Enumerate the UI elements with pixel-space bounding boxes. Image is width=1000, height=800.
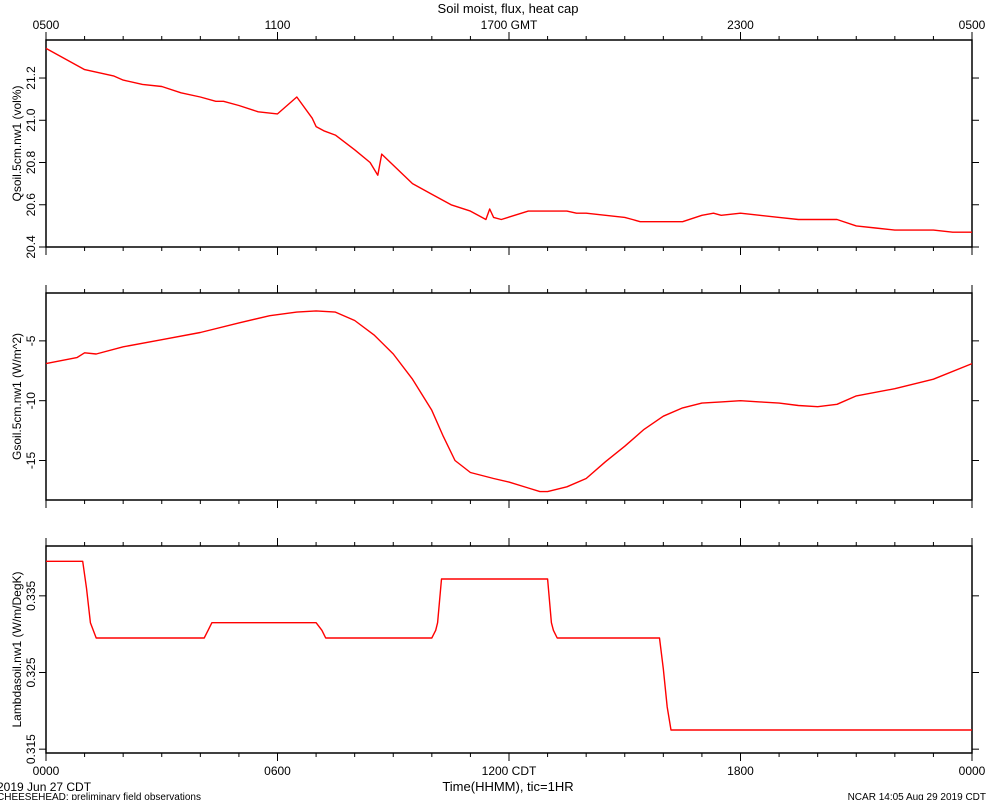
series-line [45,47,972,233]
bottom-tick-label: 1200 CDT [482,764,537,778]
y-tick-label: 0.315 [24,734,38,764]
series-line [46,560,972,731]
y-tick-label: -10 [24,392,38,410]
y-tick-label: 20.6 [24,193,38,217]
plot-frame [45,292,973,501]
top-axis: 0500 1100 1700 GMT 2300 0500 [33,18,986,32]
plot-frame [45,39,973,248]
y-tick-label: 20.8 [24,151,38,175]
series-line [45,310,973,493]
y-tick-label: 0.325 [24,657,38,687]
bottom-tick-label: 1800 [727,764,754,778]
y-axis-label: Lambdasoil.nw1 (W/m/DegK) [10,571,24,727]
footer-project: CHEESEHEAD: preliminary field observatio… [0,792,201,800]
bottom-tick-label: 0600 [264,764,291,778]
y-tick-label: 0.335 [24,580,38,610]
footer-date: 2019 Jun 27 CDT [0,780,92,794]
chart-title: Soil moist, flux, heat cap [438,1,579,16]
y-tick-label: 20.4 [24,235,38,259]
y-tick-label: -15 [24,452,38,470]
footer-credit: NCAR 14:05 Aug 29 2019 CDT [848,792,986,800]
y-tick-label: -5 [24,335,38,346]
y-tick-label: 21.0 [24,108,38,132]
y-axis-label: Gsoil.5cm.nw1 (W/m^2) [10,333,24,460]
top-tick-label: 0500 [33,18,60,32]
top-tick-label: 2300 [727,18,754,32]
y-tick-label: 21.2 [24,66,38,90]
bottom-tick-label: 0000 [959,764,986,778]
top-tick-label: 1700 GMT [481,18,538,32]
top-tick-label: 1100 [265,18,291,32]
bottom-tick-label: 0000 [33,764,60,778]
plot-frame [45,545,973,754]
y-axis-label: Qsoil.5cm.nw1 (vol%) [10,85,24,201]
top-tick-label: 0500 [959,18,986,32]
x-axis-label: Time(HHMM), tic=1HR [442,779,573,794]
bottom-axis: 0000 0600 1200 CDT 1800 0000 [33,764,986,778]
